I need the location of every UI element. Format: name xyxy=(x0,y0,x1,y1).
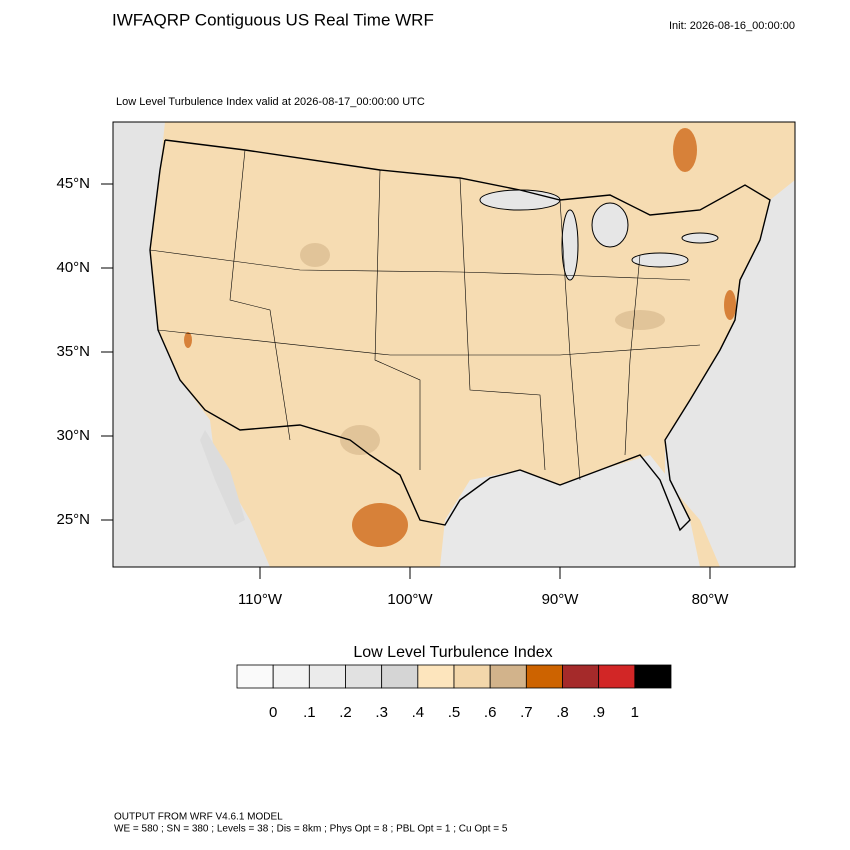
map-subtitle: Low Level Turbulence Index valid at 2026… xyxy=(116,96,425,108)
colorbar-title: Low Level Turbulence Index xyxy=(353,644,552,661)
gulf xyxy=(440,455,700,567)
lat-label: 35°N xyxy=(56,343,90,360)
colorbar-label: 0 xyxy=(269,704,277,721)
colorbar-label: .6 xyxy=(484,704,497,721)
lon-label: 110°W xyxy=(238,591,283,608)
colorbar-box xyxy=(236,664,274,689)
colorbar-box xyxy=(453,664,491,689)
colorbar-box xyxy=(525,664,563,689)
colorbar-box xyxy=(381,664,419,689)
colorbar-label: .8 xyxy=(556,704,569,721)
colorbar-box xyxy=(598,664,636,689)
lon-label: 90°W xyxy=(542,591,580,608)
colorbar-box xyxy=(308,664,346,689)
lon-label: 80°W xyxy=(692,591,730,608)
pacific xyxy=(113,122,270,567)
map-frame xyxy=(112,121,796,568)
light-areas xyxy=(300,243,665,455)
great-lakes xyxy=(479,189,719,281)
title: IWFAQRP Contiguous US Real Time WRF xyxy=(112,10,434,29)
hotspots xyxy=(184,128,736,547)
atlantic xyxy=(665,180,795,567)
lat-label: 25°N xyxy=(56,511,90,528)
lat-label: 45°N xyxy=(56,175,90,192)
lat-label: 30°N xyxy=(56,427,90,444)
colorbar-box xyxy=(417,664,455,689)
lon-label: 100°W xyxy=(387,591,433,608)
colorbar-box xyxy=(345,664,383,689)
colorbar-box xyxy=(272,664,310,689)
colorbar-label: .1 xyxy=(303,704,316,721)
colorbar-box xyxy=(562,664,600,689)
footer-line: WE = 580 ; SN = 380 ; Levels = 38 ; Dis … xyxy=(114,824,508,835)
footer-line: OUTPUT FROM WRF V4.6.1 MODEL xyxy=(114,812,283,823)
map xyxy=(112,121,796,568)
colorbar-label: .9 xyxy=(592,704,605,721)
init-time: Init: 2026-08-16_00:00:00 xyxy=(669,20,795,32)
colorbar-box xyxy=(634,664,672,689)
lat-label: 40°N xyxy=(56,259,90,276)
colorbar-label: .2 xyxy=(339,704,352,721)
bay xyxy=(200,430,245,525)
colorbar-box xyxy=(489,664,527,689)
us-border xyxy=(149,139,771,532)
colorbar-label: .7 xyxy=(520,704,533,721)
colorbar-label: 1 xyxy=(631,704,639,721)
colorbar-label: .3 xyxy=(375,704,388,721)
colorbar-label: .4 xyxy=(412,704,425,721)
colorbar-label: .5 xyxy=(448,704,461,721)
state-lines xyxy=(229,149,291,441)
